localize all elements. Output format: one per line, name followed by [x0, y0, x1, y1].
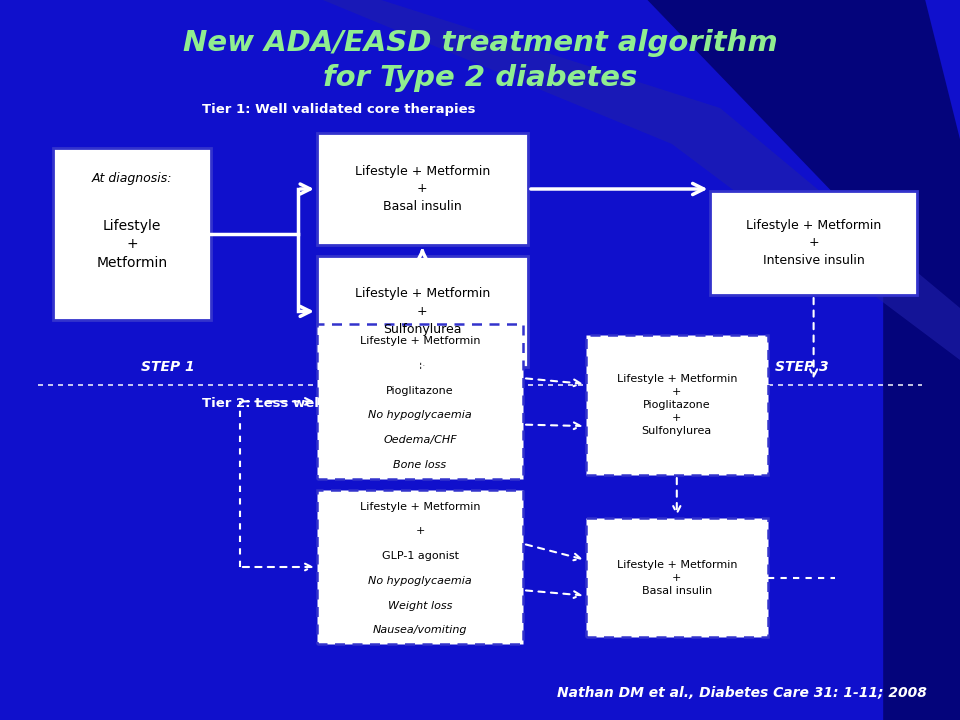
Text: Lifestyle + Metformin
+
Sulfonylurea: Lifestyle + Metformin + Sulfonylurea [355, 287, 490, 336]
Text: Lifestyle + Metformin
+
Basal insulin: Lifestyle + Metformin + Basal insulin [355, 164, 490, 214]
FancyBboxPatch shape [586, 518, 768, 637]
Text: No hypoglycaemia: No hypoglycaemia [368, 410, 472, 420]
Text: Nausea/vomiting: Nausea/vomiting [372, 626, 468, 636]
Text: STEP 3: STEP 3 [775, 361, 828, 374]
Polygon shape [634, 0, 960, 720]
FancyBboxPatch shape [317, 490, 523, 644]
FancyBboxPatch shape [317, 324, 523, 479]
Text: At diagnosis:: At diagnosis: [92, 172, 172, 185]
Text: Nathan DM et al., Diabetes Care 31: 1-11; 2008: Nathan DM et al., Diabetes Care 31: 1-11… [557, 685, 926, 700]
Text: +: + [416, 526, 424, 536]
FancyBboxPatch shape [586, 335, 768, 475]
Text: Lifestyle + Metformin
+
Intensive insulin: Lifestyle + Metformin + Intensive insuli… [746, 218, 881, 268]
Text: Tier 2: Less well validated therapies: Tier 2: Less well validated therapies [202, 397, 473, 410]
Text: Lifestyle + Metformin
+
Basal insulin: Lifestyle + Metformin + Basal insulin [616, 559, 737, 596]
Text: Lifestyle
+
Metformin: Lifestyle + Metformin [96, 219, 168, 270]
Text: GLP-1 agonist: GLP-1 agonist [381, 552, 459, 561]
Text: STEP 2: STEP 2 [396, 361, 449, 374]
Text: Bone loss: Bone loss [394, 460, 446, 470]
Text: Oedema/CHF: Oedema/CHF [383, 435, 457, 445]
Text: STEP 1: STEP 1 [141, 361, 195, 374]
FancyBboxPatch shape [317, 256, 528, 367]
Polygon shape [288, 0, 960, 374]
FancyBboxPatch shape [317, 133, 528, 245]
FancyBboxPatch shape [53, 148, 211, 320]
Text: New ADA/EASD treatment algorithm: New ADA/EASD treatment algorithm [182, 30, 778, 57]
Text: +: + [416, 361, 424, 371]
Text: No hypoglycaemia: No hypoglycaemia [368, 576, 472, 586]
Text: Tier 1: Well validated core therapies: Tier 1: Well validated core therapies [202, 103, 475, 116]
Text: Lifestyle + Metformin
+
Pioglitazone
+
Sulfonylurea: Lifestyle + Metformin + Pioglitazone + S… [616, 374, 737, 436]
Text: for Type 2 diabetes: for Type 2 diabetes [323, 64, 637, 91]
Text: Lifestyle + Metformin: Lifestyle + Metformin [360, 336, 480, 346]
FancyBboxPatch shape [710, 191, 917, 295]
Text: Pioglitazone: Pioglitazone [386, 386, 454, 395]
Text: Lifestyle + Metformin: Lifestyle + Metformin [360, 502, 480, 512]
Text: Weight loss: Weight loss [388, 600, 452, 611]
